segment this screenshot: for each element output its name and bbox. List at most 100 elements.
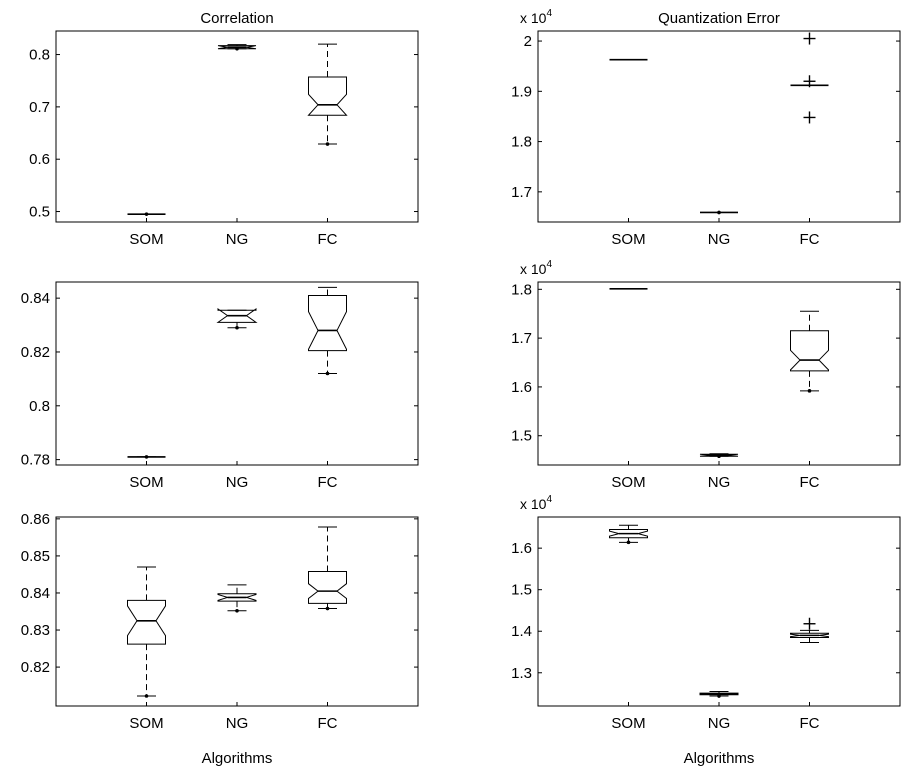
x-tick-label-som: SOM [129,231,163,248]
box-fc [790,32,829,124]
y-tick-label: 0.8 [29,47,50,64]
column-title-correlation: Correlation [200,10,273,27]
outlier-marker [803,75,816,88]
box-ng [217,584,257,613]
axis-multiplier: x 104 [520,8,552,26]
notched-box [308,570,347,604]
y-tick-label: 1.7 [511,184,532,201]
x-tick-label-ng: NG [708,231,731,248]
y-tick-label: 0.86 [21,511,50,528]
axes-frame [537,516,901,707]
x-tick-label-som: SOM [611,715,645,732]
outlier-marker [803,32,816,45]
extreme-dot [144,694,149,698]
x-axis-label-right: Algorithms [684,750,755,767]
notched-box [308,294,347,352]
notched-box [217,593,257,602]
notched-box [307,76,348,116]
boxplot-panel-r1c1: 0.5 0.6 0.7 0.8 SOM NG FC [29,30,419,248]
extreme-dot [717,694,721,698]
x-tick-label-fc: FC [318,474,338,491]
x-tick-label-ng: NG [708,474,731,491]
axis-multiplier: x 104 [520,494,552,512]
y-tick-label: 1.3 [511,665,532,682]
box-ng [699,453,739,459]
extreme-dot [325,371,330,376]
boxplot-panel-r3c1: 0.82 0.83 0.84 0.85 0.86 SOM NG FC [21,511,419,732]
y-tick-label: 0.82 [21,344,50,361]
box-fc [790,310,829,393]
y-tick-label: 1.8 [511,134,532,151]
box-fc [790,617,829,643]
boxplot-panel-r3c2: 1.3 1.4 1.5 1.6 x 104 SOM NG FC [511,494,901,732]
notched-box [609,528,648,539]
box-ng [700,210,738,215]
x-tick-label-fc: FC [318,231,338,248]
extreme-dot [626,540,631,545]
y-tick-label: 0.84 [21,585,50,602]
y-tick-label: 0.85 [21,548,50,565]
extreme-dot [807,389,812,393]
box-ng [217,44,257,51]
y-tick-label: 0.84 [21,290,50,307]
notched-box [790,632,829,638]
outlier-marker [803,111,816,124]
extreme-dot [144,212,149,216]
extreme-dot [717,454,721,459]
axes-frame [55,30,419,223]
x-axis-label-left: Algorithms [202,750,273,767]
y-tick-label: 0.6 [29,151,50,168]
y-tick-label: 0.7 [29,99,50,116]
y-tick-label: 1.5 [511,428,532,445]
box-fc [308,286,347,376]
y-tick-label: 0.83 [21,622,50,639]
x-tick-label-ng: NG [226,474,249,491]
box-som [609,524,648,545]
y-tick-label: 2 [524,33,532,50]
y-tick-label: 1.4 [511,623,532,640]
y-tick-label: 1.9 [511,83,532,100]
axes-frame [537,281,901,466]
notched-box [127,599,166,645]
x-tick-label-ng: NG [226,231,249,248]
x-tick-label-som: SOM [129,474,163,491]
y-tick-label: 1.6 [511,540,532,557]
x-tick-label-som: SOM [611,474,645,491]
extreme-dot [235,46,239,51]
extreme-dot [235,608,239,613]
notched-box [216,307,258,323]
x-tick-label-fc: FC [318,715,338,732]
boxplot-panel-r2c2: 1.5 1.6 1.7 1.8 x 104 SOM NG FC [511,259,901,491]
y-tick-label: 1.5 [511,582,532,599]
box-som [127,212,166,216]
extreme-dot [325,142,330,146]
box-som [127,566,166,698]
boxplot-panel-r2c1: 0.78 0.8 0.82 0.84 SOM NG FC [21,281,419,491]
extreme-dot [144,455,149,459]
outlier-marker [803,617,816,630]
x-tick-label-fc: FC [800,715,820,732]
box-som [127,455,166,459]
x-tick-label-ng: NG [226,715,249,732]
x-tick-label-som: SOM [129,715,163,732]
axes-frame [537,30,901,223]
extreme-dot [235,325,239,330]
box-fc [307,43,348,146]
y-tick-label: 1.6 [511,379,532,396]
y-tick-label: 1.7 [511,330,532,347]
y-tick-label: 0.5 [29,204,50,221]
y-tick-label: 0.82 [21,659,50,676]
axes-frame [55,281,419,466]
x-tick-label-som: SOM [611,231,645,248]
x-tick-label-fc: FC [800,474,820,491]
y-tick-label: 0.78 [21,452,50,469]
notched-box [790,330,829,372]
box-ng [699,690,739,698]
extreme-dot [325,606,330,611]
axis-multiplier: x 104 [520,259,552,277]
column-title-quantization-error: Quantization Error [658,10,780,27]
x-tick-label-ng: NG [708,715,731,732]
y-tick-label: 0.8 [29,398,50,415]
extreme-dot [717,210,721,215]
